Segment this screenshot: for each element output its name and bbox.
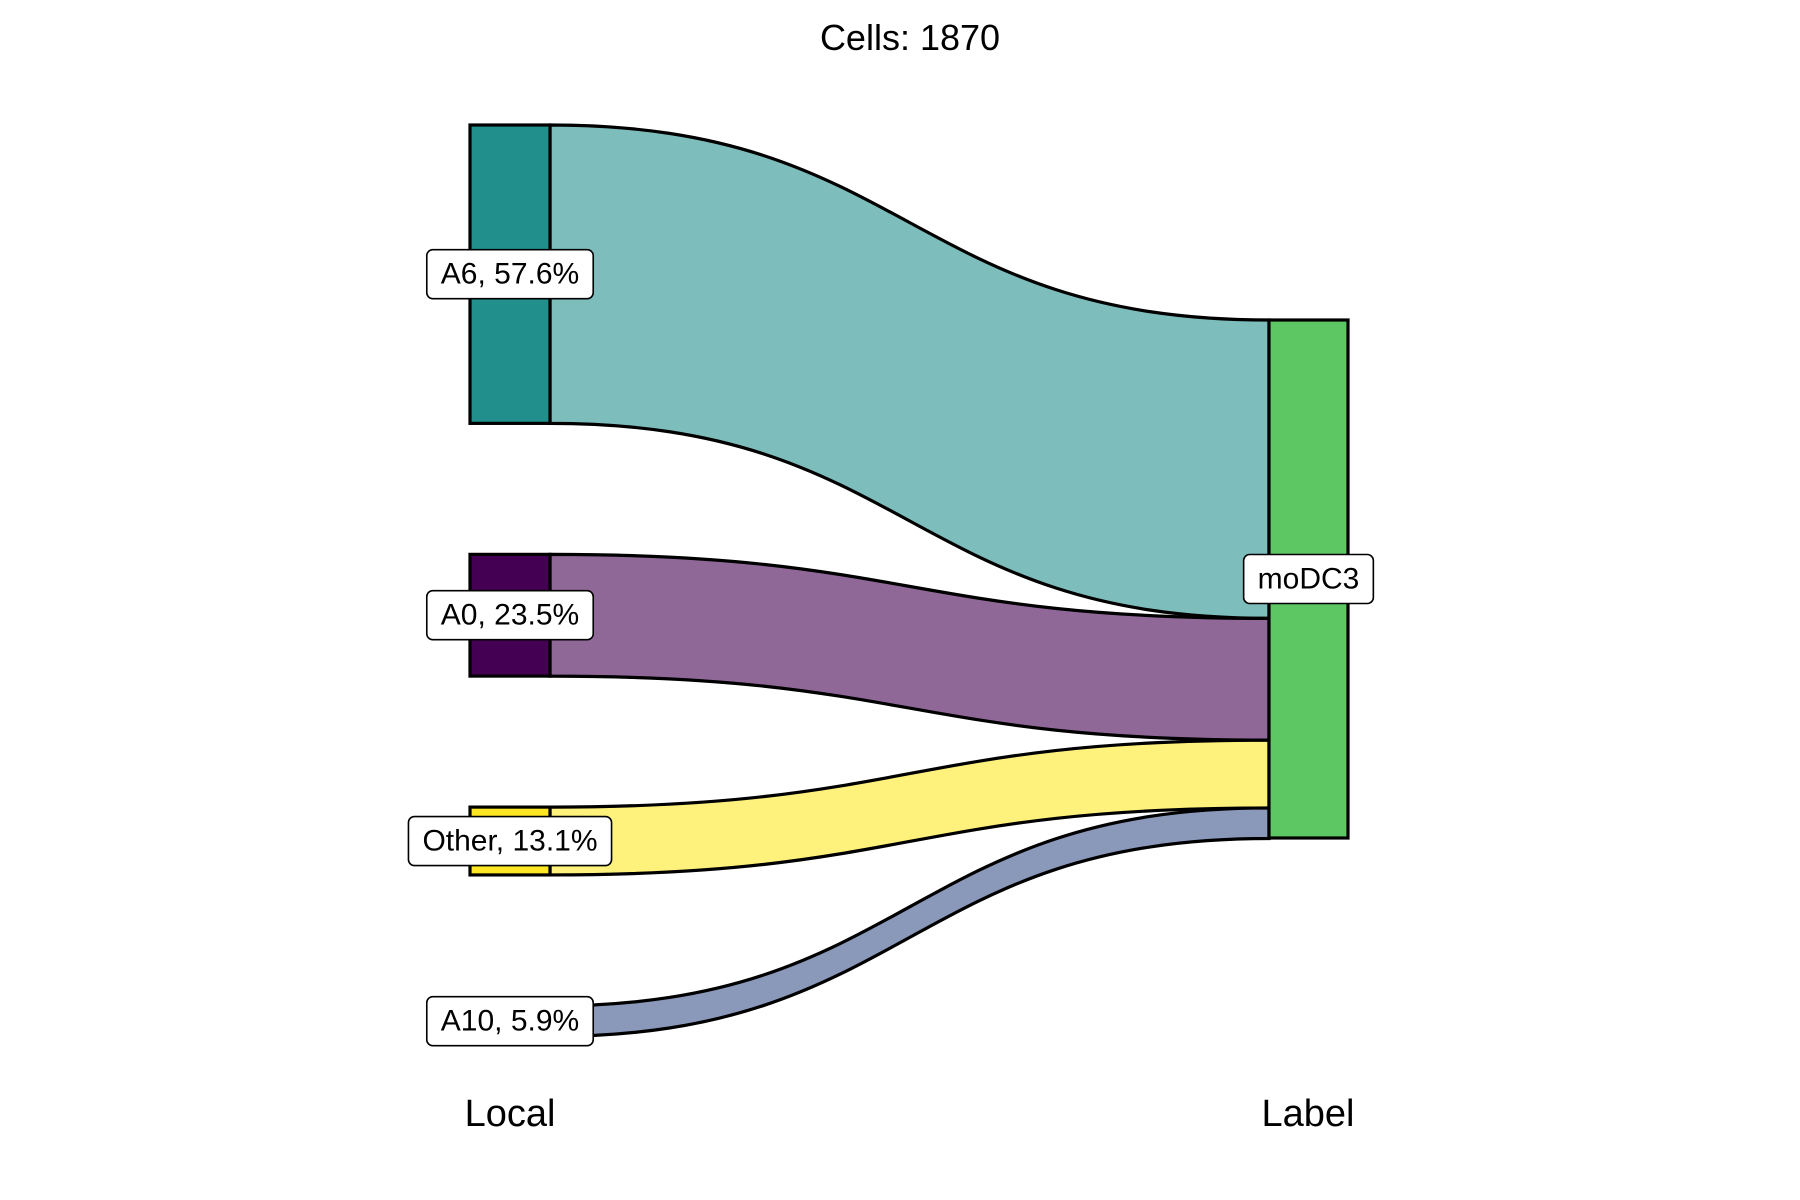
chart-title: Cells: 1870	[820, 17, 1000, 58]
label-a10-text: A10, 5.9%	[441, 1005, 579, 1038]
label-modc3-box	[1242, 553, 1375, 605]
label-other-text: Other, 13.1%	[422, 825, 597, 858]
label-other: Other, 13.1%	[407, 815, 613, 867]
label-modc3: moDC3	[1242, 553, 1375, 605]
label-a6-text: A6, 57.6%	[441, 258, 579, 291]
label-a0-text: A0, 23.5%	[441, 599, 579, 632]
label-a6-box	[425, 248, 595, 300]
labels-layer: A6, 57.6% A0, 23.5% Other, 13.1% A10, 5.9% m…	[407, 248, 1375, 1047]
label-a0: A0, 23.5%	[425, 589, 595, 641]
label-modc3-text: moDC3	[1258, 563, 1360, 596]
axis-label-local: Local	[465, 1093, 556, 1135]
label-a6: A6, 57.6%	[425, 248, 595, 300]
flow-a6-to-modc3	[548, 123, 1271, 620]
label-a10-box	[425, 995, 595, 1047]
flows-layer	[548, 123, 1271, 1039]
axis-label-label: Label	[1262, 1093, 1355, 1135]
label-a10: A10, 5.9%	[425, 995, 595, 1047]
flow-other-to-modc3	[548, 738, 1271, 877]
label-other-box	[407, 815, 613, 867]
label-a0-box	[425, 589, 595, 641]
